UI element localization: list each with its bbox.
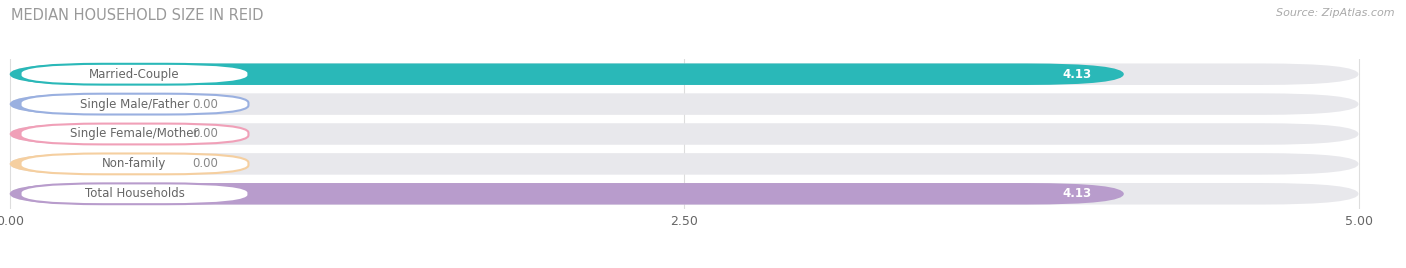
Text: Non-family: Non-family <box>103 157 167 170</box>
Text: 0.00: 0.00 <box>191 98 218 111</box>
FancyBboxPatch shape <box>10 153 159 175</box>
Text: 4.13: 4.13 <box>1063 68 1091 81</box>
FancyBboxPatch shape <box>21 94 249 114</box>
Text: MEDIAN HOUSEHOLD SIZE IN REID: MEDIAN HOUSEHOLD SIZE IN REID <box>11 8 264 23</box>
Text: Source: ZipAtlas.com: Source: ZipAtlas.com <box>1277 8 1395 18</box>
Text: Single Female/Mother: Single Female/Mother <box>70 128 198 140</box>
FancyBboxPatch shape <box>10 93 1358 115</box>
Text: Total Households: Total Households <box>84 187 184 200</box>
Text: 0.00: 0.00 <box>191 157 218 170</box>
FancyBboxPatch shape <box>10 123 159 145</box>
Text: 4.13: 4.13 <box>1063 187 1091 200</box>
FancyBboxPatch shape <box>10 153 1358 175</box>
FancyBboxPatch shape <box>10 183 1123 204</box>
FancyBboxPatch shape <box>21 154 249 174</box>
FancyBboxPatch shape <box>21 64 249 85</box>
FancyBboxPatch shape <box>21 124 249 144</box>
FancyBboxPatch shape <box>10 64 1358 85</box>
FancyBboxPatch shape <box>10 123 1358 145</box>
Text: Single Male/Father: Single Male/Father <box>80 98 190 111</box>
FancyBboxPatch shape <box>10 64 1123 85</box>
Text: Married-Couple: Married-Couple <box>89 68 180 81</box>
FancyBboxPatch shape <box>10 183 1358 204</box>
FancyBboxPatch shape <box>10 93 159 115</box>
Text: 0.00: 0.00 <box>191 128 218 140</box>
FancyBboxPatch shape <box>21 183 249 204</box>
